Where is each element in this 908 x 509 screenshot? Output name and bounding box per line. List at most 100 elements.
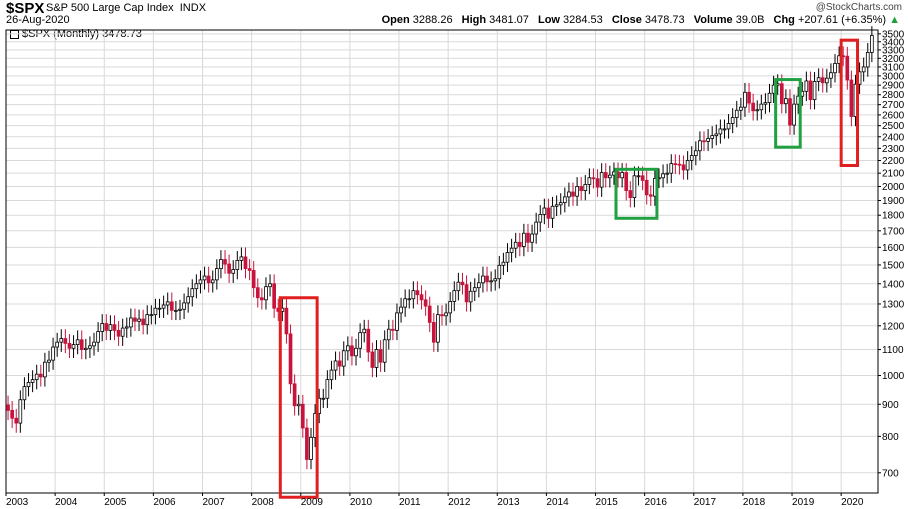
change-label: Chg xyxy=(773,14,795,26)
candle-body xyxy=(18,399,23,424)
candle xyxy=(382,330,387,372)
candle-body xyxy=(231,269,236,274)
candle xyxy=(71,335,76,359)
candle-body xyxy=(788,98,792,126)
y-tick-label: 3500 xyxy=(882,29,905,40)
candle xyxy=(129,308,133,337)
candle-body xyxy=(603,172,608,179)
candle xyxy=(182,293,186,319)
candle-body xyxy=(558,202,563,206)
candle xyxy=(460,272,465,295)
x-tick-label: 2003 xyxy=(6,497,29,508)
candle xyxy=(161,295,166,318)
exchange-label: INDX xyxy=(179,2,207,14)
candle-body xyxy=(210,279,215,284)
candle xyxy=(26,373,31,397)
volume-label: Volume xyxy=(693,14,733,26)
y-tick-label: 2800 xyxy=(882,90,905,101)
candle xyxy=(456,272,461,301)
candle-body xyxy=(497,264,502,280)
x-tick-label: 2015 xyxy=(596,497,619,508)
candle-body xyxy=(567,191,571,198)
candle xyxy=(628,181,633,208)
candle-body xyxy=(522,232,526,247)
candle-body xyxy=(268,283,272,288)
candle-body xyxy=(534,221,538,235)
candle xyxy=(63,329,68,354)
candle xyxy=(104,314,109,341)
candle xyxy=(165,292,170,315)
candle-body xyxy=(403,298,407,308)
y-tick-label: 2700 xyxy=(882,100,905,111)
candle xyxy=(689,146,694,171)
y-tick-label: 2000 xyxy=(882,182,905,193)
candle xyxy=(669,154,674,183)
chart-date: 26-Aug-2020 xyxy=(6,14,70,26)
chart-symbol: $SPX xyxy=(6,0,45,17)
candle xyxy=(477,273,481,298)
candle xyxy=(571,182,575,206)
y-tick-label: 2600 xyxy=(882,110,905,121)
candle-body xyxy=(325,379,330,399)
candle xyxy=(784,89,788,114)
candle xyxy=(206,266,211,293)
candle xyxy=(554,195,559,216)
candle xyxy=(452,281,457,312)
candle xyxy=(562,187,567,213)
candle-body xyxy=(829,72,833,79)
candle xyxy=(300,394,305,438)
candle-body xyxy=(587,177,592,185)
candle-body xyxy=(341,350,346,367)
candle-body xyxy=(861,66,866,73)
candle xyxy=(734,100,739,128)
candle-body xyxy=(153,307,158,316)
x-tick-label: 2006 xyxy=(153,497,176,508)
candle xyxy=(108,315,113,341)
candle xyxy=(710,126,715,149)
candle xyxy=(235,251,240,280)
candle xyxy=(137,309,141,332)
candle xyxy=(305,418,309,470)
candle-body xyxy=(309,436,313,460)
candle-body xyxy=(673,163,678,166)
candle xyxy=(223,250,227,274)
candle-body xyxy=(571,191,575,197)
candle xyxy=(43,352,47,387)
candle xyxy=(116,320,121,346)
candle xyxy=(763,93,768,114)
candle-body xyxy=(149,314,154,317)
volume-value: 39.0B xyxy=(735,14,765,26)
candle-body xyxy=(648,194,653,197)
candle-body xyxy=(55,341,60,348)
candle-body xyxy=(165,301,170,306)
candle xyxy=(599,163,604,197)
candle xyxy=(149,305,154,325)
candle-body xyxy=(730,117,735,124)
candle xyxy=(247,259,252,281)
candle-body xyxy=(227,263,231,274)
candle xyxy=(366,319,371,362)
low-label: Low xyxy=(537,14,560,26)
candle-body xyxy=(513,241,518,249)
candle xyxy=(448,292,453,323)
candle-body xyxy=(108,324,113,331)
candle xyxy=(444,303,448,326)
candle xyxy=(751,93,755,121)
x-tick-label: 2004 xyxy=(55,497,78,508)
candle xyxy=(337,351,342,376)
candle-body xyxy=(804,80,809,92)
candle-body xyxy=(636,175,641,178)
candle xyxy=(673,154,678,174)
candle-body xyxy=(71,344,76,349)
candle xyxy=(522,223,526,257)
candle-body xyxy=(305,427,309,460)
candle xyxy=(18,390,23,433)
candle xyxy=(603,163,608,188)
candle-body xyxy=(698,140,702,152)
candle xyxy=(321,388,326,408)
candle-body xyxy=(579,186,584,192)
candle-body xyxy=(47,359,51,363)
candle xyxy=(718,119,723,144)
candle xyxy=(472,278,477,301)
candle-body xyxy=(346,345,350,352)
